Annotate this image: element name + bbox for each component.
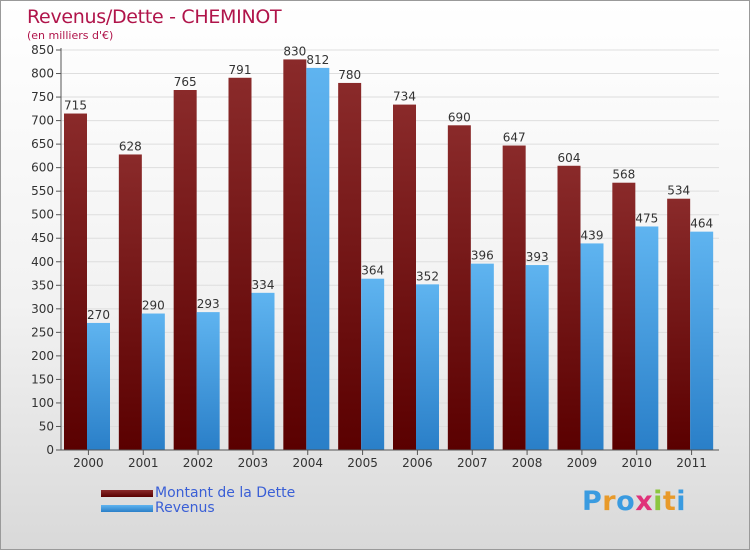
x-tick-label: 2001 (128, 456, 159, 470)
data-label: 334 (252, 278, 275, 292)
bar-dette (502, 145, 526, 450)
x-tick-label: 2002 (183, 456, 214, 470)
logo-letter: i (653, 486, 663, 517)
data-label: 765 (174, 75, 197, 89)
data-label: 734 (393, 90, 416, 104)
bar-revenus (525, 265, 549, 450)
data-label: 439 (581, 228, 604, 242)
bar-revenus (306, 67, 330, 450)
bar-revenus (416, 284, 439, 450)
bar-revenus (361, 278, 385, 450)
logo-letter: x (635, 486, 654, 517)
y-tick-label: 500 (31, 208, 54, 222)
bar-revenus (635, 226, 659, 450)
y-tick-label: 200 (31, 349, 54, 363)
x-tick-label: 2008 (512, 456, 543, 470)
data-label: 830 (283, 44, 306, 58)
y-tick-label: 850 (31, 43, 54, 57)
data-label: 352 (416, 269, 439, 283)
bars (64, 59, 714, 451)
bar-dette (283, 59, 307, 450)
y-tick-label: 750 (31, 90, 54, 104)
y-tick-label: 250 (31, 325, 54, 339)
bar-dette (612, 182, 636, 451)
axes: 0 50 100 150 200 250 300 350 400 450 500 550 600 650 7… (31, 43, 719, 470)
bar-dette (118, 154, 142, 450)
y-tick-label: 50 (39, 419, 54, 433)
logo-letter: i (676, 486, 687, 517)
data-label: 780 (338, 68, 361, 82)
bar-dette (557, 165, 581, 450)
data-label: 270 (87, 308, 110, 322)
bar-dette (64, 113, 87, 450)
bar-revenus (470, 263, 494, 450)
x-tick-label: 2000 (73, 456, 104, 470)
y-tick-label: 350 (31, 278, 54, 292)
data-label: 393 (526, 250, 549, 264)
x-tick-label: 2004 (292, 456, 323, 470)
y-tick-label: 550 (31, 184, 54, 198)
y-tick-label: 100 (31, 396, 54, 410)
data-label: 534 (667, 184, 690, 198)
bar-dette (393, 104, 416, 451)
data-label: 396 (471, 249, 494, 263)
y-tick-label: 450 (31, 231, 54, 245)
data-label: 475 (635, 211, 658, 225)
x-tick-label: 2003 (238, 456, 269, 470)
data-label: 568 (612, 168, 635, 182)
x-tick-label: 2005 (347, 456, 378, 470)
bar-revenus (251, 292, 275, 450)
legend-swatch-revenus (101, 505, 153, 512)
x-tick-label: 2009 (567, 456, 598, 470)
logo-letter: t (662, 486, 677, 517)
proxiti-logo: Proxiti (582, 486, 686, 517)
y-tick-label: 700 (31, 114, 54, 128)
y-tick-label: 650 (31, 137, 54, 151)
y-tick-label: 0 (46, 443, 54, 457)
bar-dette (173, 90, 197, 450)
y-tick-label: 400 (31, 255, 54, 269)
legend-swatch-debt (101, 490, 153, 497)
logo-letter: r (602, 486, 617, 517)
bar-revenus (87, 322, 110, 450)
legend-label-revenus: Revenus (155, 500, 215, 516)
x-tick-label: 2010 (621, 456, 652, 470)
x-tick-label: 2006 (402, 456, 433, 470)
data-label: 293 (197, 297, 220, 311)
bar-revenus (580, 243, 604, 450)
data-label: 791 (229, 63, 252, 77)
y-tick-label: 300 (31, 302, 54, 316)
legend-label-debt: Montant de la Dette (155, 485, 296, 501)
grid-lines (61, 49, 719, 451)
data-label: 290 (142, 299, 165, 313)
data-label: 604 (558, 151, 581, 165)
bar-dette (447, 125, 471, 450)
bar-revenus (196, 312, 220, 450)
data-label: 628 (119, 139, 142, 153)
data-label: 690 (448, 110, 471, 124)
data-label: 364 (361, 264, 384, 278)
x-tick-label: 2007 (457, 456, 488, 470)
logo-letter: o (616, 486, 636, 517)
x-tick-label: 2011 (676, 456, 707, 470)
bar-dette (667, 198, 691, 450)
y-tick-label: 600 (31, 161, 54, 175)
logo-letter: P (582, 486, 603, 517)
chart-subtitle: (en milliers d'€) (27, 29, 114, 42)
data-label: 464 (690, 217, 713, 231)
y-tick-label: 800 (31, 67, 54, 81)
bar-dette (228, 77, 252, 450)
chart-title: Revenus/Dette - CHEMINOT (27, 6, 282, 28)
bar-revenus (141, 313, 165, 450)
data-label: 715 (64, 99, 87, 113)
bar-revenus (690, 231, 714, 450)
y-tick-label: 150 (31, 372, 54, 386)
bar-dette (338, 82, 362, 451)
data-label: 812 (306, 53, 329, 67)
data-label: 647 (503, 131, 526, 145)
